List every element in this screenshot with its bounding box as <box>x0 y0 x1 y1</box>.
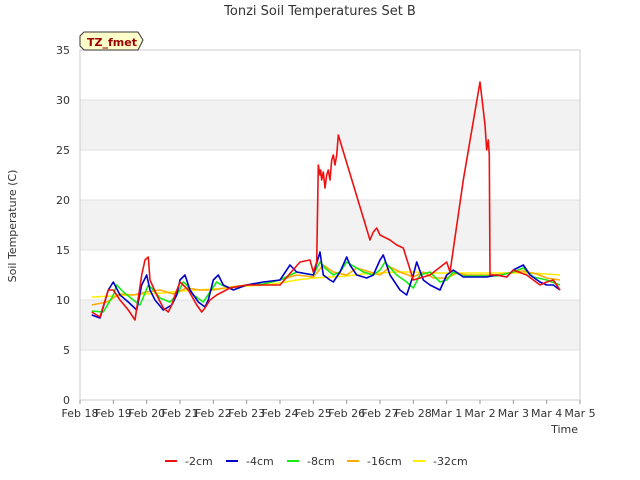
annotation-label: TZ_fmet <box>87 36 137 49</box>
legend-label--4cm: -4cm <box>246 455 274 468</box>
legend-item--4cm: -4cm <box>226 455 274 468</box>
legend-item--32cm: -32cm <box>413 455 468 468</box>
x-tick-label: Feb 28 <box>395 407 432 420</box>
x-tick-label: Mar 3 <box>498 407 529 420</box>
y-axis-ticks: 0 5 10 15 20 25 30 35 <box>56 44 70 407</box>
series-line--16cm <box>91 264 561 306</box>
x-tick-label: Mar 4 <box>531 407 562 420</box>
legend-item--16cm: -16cm <box>347 455 402 468</box>
legend: -2cm -4cm -8cm -16cm -32cm <box>165 455 468 468</box>
legend-item--2cm: -2cm <box>165 455 213 468</box>
x-tick-label: Feb 26 <box>328 407 365 420</box>
x-tick-label: Feb 23 <box>228 407 265 420</box>
y-tick-label: 10 <box>56 294 70 307</box>
y-tick-label: 0 <box>63 394 70 407</box>
x-tick-label: Feb 18 <box>62 407 99 420</box>
legend-label--2cm: -2cm <box>185 455 213 468</box>
x-axis-label: Time <box>550 423 578 436</box>
series-line--32cm <box>91 271 561 298</box>
legend-label--32cm: -32cm <box>433 455 468 468</box>
x-tick-label: Feb 20 <box>128 407 165 420</box>
band-5 <box>80 300 580 350</box>
plot-area <box>79 49 581 401</box>
x-tick-label: Mar 2 <box>464 407 495 420</box>
x-tick-label: Feb 25 <box>295 407 332 420</box>
y-tick-label: 35 <box>56 44 70 57</box>
annotation-box-shape <box>79 31 144 51</box>
chart-title: Tonzi Soil Temperatures Set B <box>223 4 416 19</box>
series-line--2cm <box>91 81 561 321</box>
legend-item--8cm: -8cm <box>287 455 335 468</box>
y-tick-label: 20 <box>56 194 70 207</box>
y-tick-label: 30 <box>56 94 70 107</box>
y-axis-label: Soil Temperature (C) <box>6 170 19 283</box>
x-tick-label: Mar 5 <box>564 407 595 420</box>
y-tick-label: 5 <box>63 344 70 357</box>
x-tick-label: Mar 1 <box>431 407 462 420</box>
band-25 <box>80 100 580 150</box>
band-15 <box>80 200 580 250</box>
x-tick-label: Feb 24 <box>262 407 299 420</box>
y-tick-label: 15 <box>56 244 70 257</box>
legend-label--16cm: -16cm <box>367 455 402 468</box>
y-tick-label: 25 <box>56 144 70 157</box>
x-tick-label: Feb 27 <box>362 407 399 420</box>
background-bands <box>80 100 580 350</box>
x-tick-label: Feb 19 <box>95 407 132 420</box>
series-layer <box>91 81 561 321</box>
x-tick-label: Feb 21 <box>162 407 199 420</box>
series-line--4cm <box>91 251 561 319</box>
annotation-box: TZ_fmet <box>79 31 144 51</box>
x-tick-label: Feb 22 <box>195 407 232 420</box>
legend-label--8cm: -8cm <box>307 455 335 468</box>
